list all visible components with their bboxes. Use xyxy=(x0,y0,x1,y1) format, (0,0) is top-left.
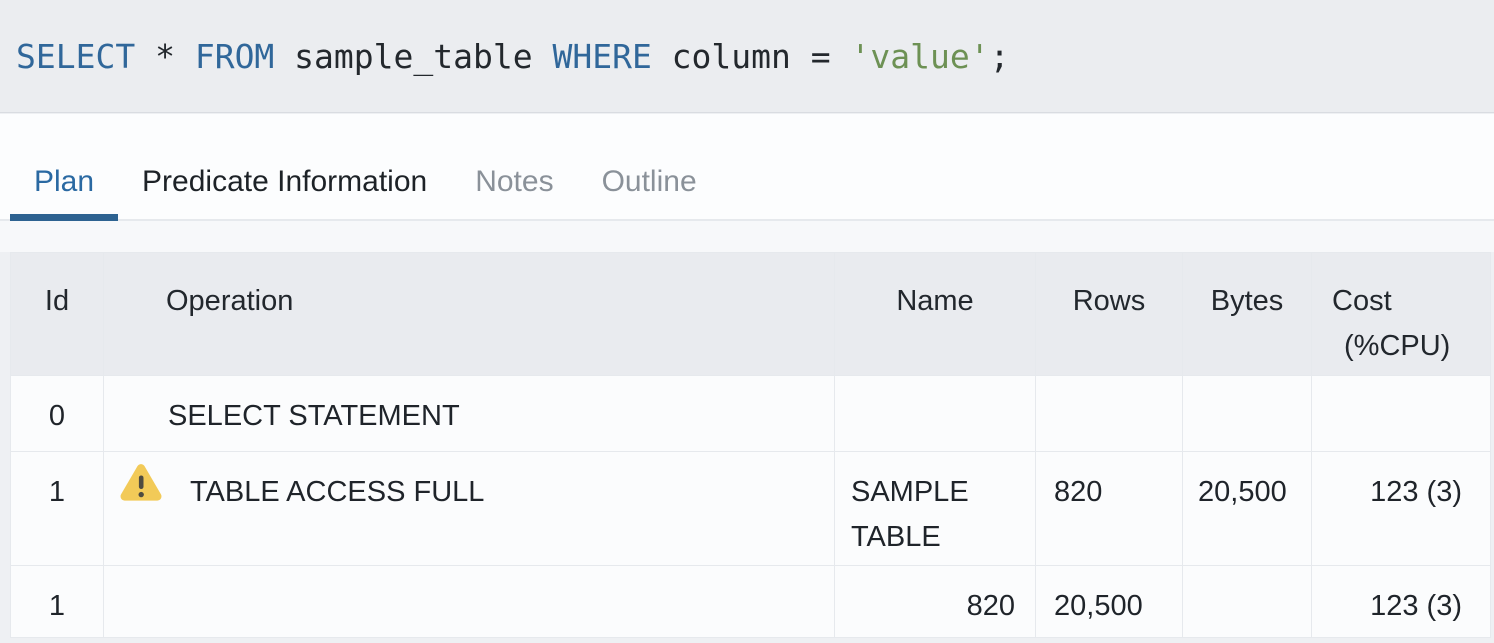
tab-label: Notes xyxy=(475,164,554,198)
sql-token-string: 'value' xyxy=(850,36,990,76)
plan-table-header-row: Id Operation Name Rows Bytes Cost (%CPU) xyxy=(10,252,1491,376)
column-header-bytes: Bytes xyxy=(1182,252,1312,376)
operation-text: SELECT STATEMENT xyxy=(168,400,460,432)
cell-id: 0 xyxy=(10,375,104,452)
sql-query: SELECT * FROM sample_table WHERE column … xyxy=(16,37,1009,76)
cell-id: 1 xyxy=(10,565,104,638)
cell-rows xyxy=(1035,375,1183,452)
tab-notes[interactable]: Notes xyxy=(451,114,577,219)
tab-label: Outline xyxy=(601,164,697,198)
tab-outline[interactable]: Outline xyxy=(578,114,721,219)
sql-token-plain: column = xyxy=(651,36,851,76)
cell-bytes: 20,500 xyxy=(1182,451,1312,566)
sql-token-keyword: SELECT xyxy=(16,36,136,76)
column-header-name: Name xyxy=(834,252,1036,376)
cell-cost: 123 (3) xyxy=(1311,565,1491,638)
column-header-rows: Rows xyxy=(1035,252,1183,376)
plan-row[interactable]: 1 820 20,500 123 (3) xyxy=(10,565,1491,638)
tab-label: Predicate Information xyxy=(142,164,428,198)
plan-row[interactable]: 0 SELECT STATEMENT xyxy=(10,375,1491,452)
tab-content-spacer xyxy=(0,221,1494,252)
cell-bytes xyxy=(1182,375,1312,452)
sql-token-keyword: WHERE xyxy=(552,36,652,76)
column-header-cost: Cost (%CPU) xyxy=(1311,252,1491,376)
cell-rows: 820 xyxy=(1035,451,1183,566)
operation-text: TABLE ACCESS FULL xyxy=(190,476,485,508)
plan-tab-bar: Plan Predicate Information Notes Outline xyxy=(0,114,1494,221)
cell-name xyxy=(834,375,1036,452)
column-header-id: Id xyxy=(10,252,104,376)
cell-cost xyxy=(1311,375,1491,452)
cell-operation: SELECT STATEMENT xyxy=(103,375,835,452)
cell-bytes xyxy=(1182,565,1312,638)
plan-row[interactable]: 1 TABLE ACCESS FULL SAMPLE TABLE 820 20,500 1… xyxy=(10,451,1491,566)
warning-icon[interactable] xyxy=(118,462,164,504)
cell-cost: 123 (3) xyxy=(1311,451,1491,566)
column-header-operation: Operation xyxy=(103,252,835,376)
cell-id: 1 xyxy=(10,451,104,566)
tab-predicate-information[interactable]: Predicate Information xyxy=(118,114,451,219)
sql-token-plain: sample_table xyxy=(274,36,553,76)
column-header-cost-line2: (%CPU) xyxy=(1344,329,1451,362)
cell-operation xyxy=(103,565,835,638)
tab-plan[interactable]: Plan xyxy=(10,114,119,221)
tab-label: Plan xyxy=(34,164,95,198)
cell-operation: TABLE ACCESS FULL xyxy=(103,451,835,566)
sql-token-plain: ; xyxy=(989,36,1010,76)
cell-name: SAMPLE TABLE xyxy=(834,451,1036,566)
sql-token-keyword: FROM xyxy=(194,36,275,76)
cell-name: 820 xyxy=(834,565,1036,638)
sql-editor: SELECT * FROM sample_table WHERE column … xyxy=(0,0,1494,113)
sql-token-plain: * xyxy=(135,36,195,76)
column-header-cost-line1: Cost xyxy=(1332,285,1392,317)
cell-rows: 20,500 xyxy=(1035,565,1183,638)
plan-table: Id Operation Name Rows Bytes Cost (%CPU) 0 SELE… xyxy=(10,252,1491,638)
